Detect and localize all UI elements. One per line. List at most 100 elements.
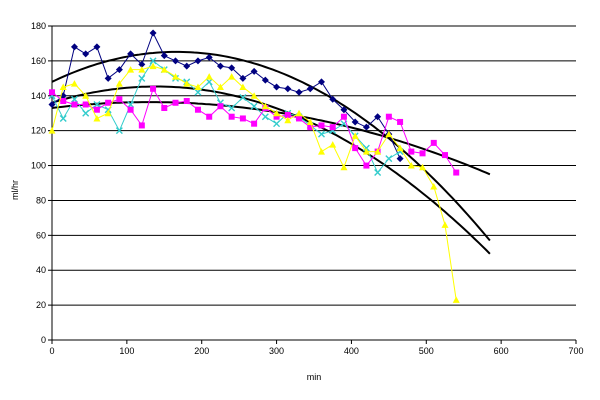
data-point bbox=[82, 101, 89, 108]
y-tick-label: 140 bbox=[31, 91, 46, 101]
data-point bbox=[374, 113, 382, 121]
y-tick-label: 180 bbox=[31, 21, 46, 31]
data-point bbox=[172, 73, 180, 80]
data-point bbox=[228, 113, 235, 120]
data-point bbox=[239, 94, 247, 102]
y-tick-label: 160 bbox=[31, 56, 46, 66]
data-point bbox=[115, 80, 123, 87]
data-point bbox=[385, 155, 393, 163]
data-point bbox=[362, 148, 370, 155]
trendlines bbox=[51, 50, 491, 255]
data-point bbox=[250, 92, 258, 99]
data-point bbox=[127, 101, 135, 108]
data-point bbox=[397, 118, 404, 125]
data-point bbox=[295, 88, 303, 96]
data-point bbox=[82, 50, 90, 58]
data-point bbox=[93, 114, 101, 122]
data-point bbox=[317, 130, 325, 138]
data-point bbox=[172, 99, 179, 106]
data-point bbox=[70, 95, 78, 103]
data-point bbox=[104, 109, 112, 117]
data-point bbox=[82, 92, 90, 99]
series-4 bbox=[48, 62, 460, 303]
data-point bbox=[374, 169, 382, 177]
data-point bbox=[318, 122, 325, 129]
x-tick-label: 0 bbox=[49, 346, 54, 356]
x-tick-label: 300 bbox=[269, 346, 284, 356]
y-tick-label: 20 bbox=[36, 300, 46, 310]
data-point bbox=[239, 74, 247, 82]
data-point bbox=[250, 102, 258, 110]
data-point bbox=[205, 53, 213, 61]
data-point bbox=[340, 113, 347, 120]
data-point bbox=[396, 144, 404, 152]
data-point bbox=[363, 162, 370, 169]
data-point bbox=[273, 120, 281, 128]
data-point bbox=[105, 99, 112, 106]
trendline bbox=[51, 85, 491, 255]
data-point bbox=[93, 43, 101, 51]
trendline bbox=[51, 101, 491, 176]
data-point bbox=[194, 88, 202, 96]
data-point bbox=[138, 66, 146, 73]
data-point bbox=[408, 148, 415, 155]
data-point bbox=[48, 127, 56, 134]
data-point bbox=[317, 78, 325, 86]
data-point bbox=[138, 60, 146, 68]
data-point bbox=[70, 43, 78, 51]
data-point bbox=[116, 96, 123, 103]
x-tick-label: 700 bbox=[568, 346, 583, 356]
data-point bbox=[295, 109, 303, 117]
data-point bbox=[261, 102, 269, 110]
data-point bbox=[205, 78, 213, 86]
data-point bbox=[273, 113, 280, 120]
x-tick-label: 400 bbox=[344, 346, 359, 356]
data-point bbox=[216, 83, 224, 91]
data-point bbox=[93, 101, 101, 108]
y-axis-title: ml/hr bbox=[10, 180, 20, 200]
y-tick-label: 120 bbox=[31, 126, 46, 136]
data-point bbox=[127, 106, 134, 113]
data-point bbox=[216, 62, 224, 70]
data-point bbox=[317, 148, 325, 155]
data-point bbox=[374, 148, 382, 155]
data-point bbox=[115, 127, 123, 135]
data-point bbox=[160, 52, 168, 60]
data-point bbox=[228, 64, 236, 72]
data-point bbox=[239, 115, 246, 122]
data-point bbox=[127, 66, 135, 73]
data-point bbox=[284, 111, 291, 118]
data-point bbox=[419, 150, 426, 157]
data-point bbox=[194, 106, 201, 113]
x-tick-label: 500 bbox=[419, 346, 434, 356]
data-point bbox=[306, 85, 314, 93]
x-tick-label: 600 bbox=[494, 346, 509, 356]
x-axis-title: min bbox=[307, 372, 322, 382]
data-point bbox=[329, 124, 336, 131]
data-point bbox=[70, 80, 78, 87]
data-point bbox=[228, 104, 236, 112]
y-tick-label: 80 bbox=[36, 195, 46, 205]
data-point bbox=[385, 130, 393, 138]
data-point bbox=[149, 57, 157, 65]
tick-labels: 0 20 40 60 80 100 120 140 160 180 0 100 200 300 400 500… bbox=[31, 21, 584, 356]
data-point bbox=[396, 155, 404, 163]
data-point bbox=[71, 101, 78, 108]
data-point bbox=[273, 83, 281, 91]
trendline bbox=[51, 50, 491, 242]
data-point bbox=[172, 57, 180, 65]
data-point bbox=[138, 74, 146, 82]
data-point bbox=[430, 139, 437, 146]
data-point bbox=[307, 124, 314, 131]
data-point bbox=[306, 118, 314, 125]
data-point bbox=[161, 104, 168, 111]
data-point bbox=[127, 50, 135, 58]
data-point bbox=[385, 113, 392, 120]
data-point bbox=[183, 62, 191, 70]
data-point bbox=[351, 118, 359, 126]
data-point bbox=[351, 132, 359, 139]
data-point bbox=[183, 98, 190, 105]
data-point bbox=[441, 221, 449, 228]
data-point bbox=[340, 106, 348, 114]
data-point bbox=[329, 141, 337, 148]
